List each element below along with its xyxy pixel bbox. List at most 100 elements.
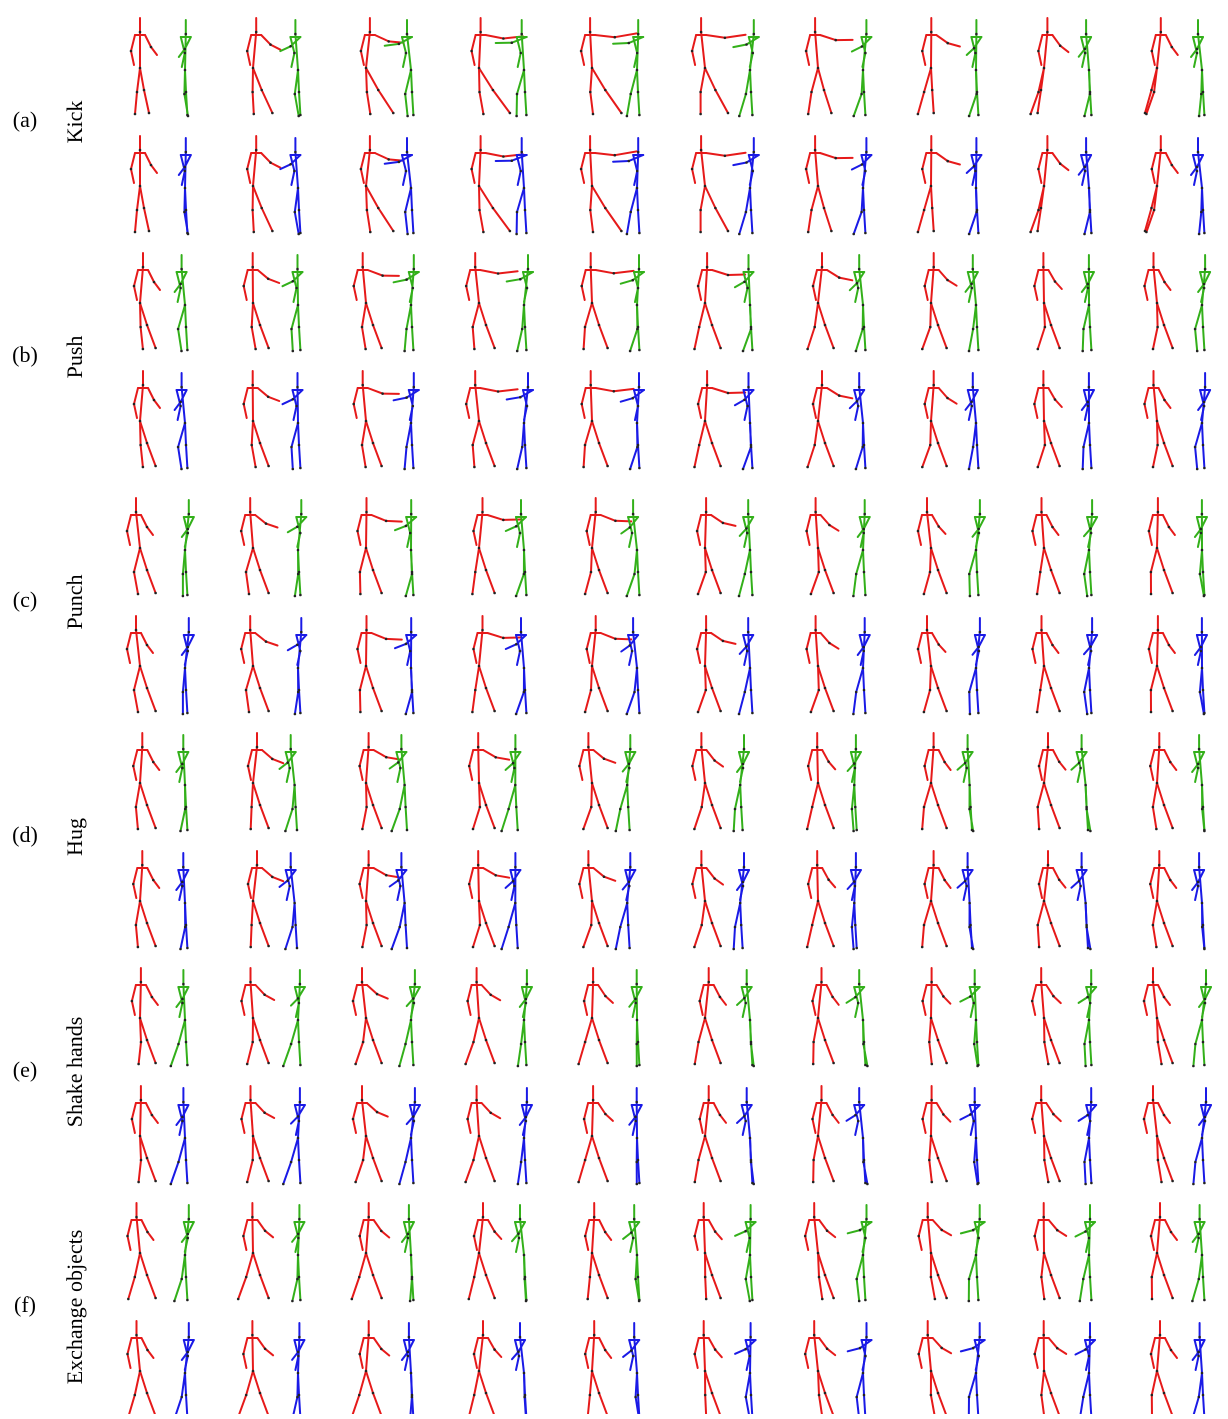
- bone: [1035, 1354, 1038, 1368]
- bone: [373, 923, 382, 946]
- bone: [373, 805, 382, 828]
- joint: [410, 631, 413, 634]
- bone: [366, 1018, 373, 1040]
- bone: [1153, 807, 1157, 829]
- frame: [921, 253, 980, 352]
- bone: [943, 996, 950, 1003]
- joint: [256, 746, 259, 749]
- joint: [745, 1396, 748, 1399]
- joint: [186, 114, 189, 117]
- panel: (d)Hug: [12, 733, 1206, 950]
- joint: [585, 530, 588, 533]
- joint: [380, 1180, 383, 1183]
- joint: [186, 1064, 189, 1067]
- bone: [813, 1001, 816, 1015]
- bone: [737, 998, 744, 1005]
- bone: [638, 92, 639, 115]
- joint: [1090, 1182, 1093, 1185]
- bone: [250, 630, 253, 666]
- bone: [931, 1253, 938, 1275]
- joint: [1059, 162, 1062, 165]
- joint: [1083, 573, 1086, 576]
- joint: [474, 689, 477, 692]
- joint: [748, 1355, 751, 1358]
- joint: [811, 924, 814, 927]
- bone: [750, 1255, 751, 1277]
- bone: [242, 1103, 246, 1119]
- joint: [966, 866, 969, 869]
- joint: [976, 1159, 979, 1162]
- bone: [486, 1040, 495, 1063]
- joint: [734, 926, 737, 929]
- bone: [247, 1160, 253, 1182]
- joint: [814, 149, 817, 152]
- bone: [1044, 865, 1048, 901]
- bone: [488, 515, 504, 520]
- bone: [131, 51, 134, 65]
- frame: [806, 253, 866, 352]
- frame: [360, 18, 415, 117]
- joint: [507, 926, 510, 929]
- bone: [179, 886, 182, 900]
- bone: [751, 1160, 752, 1183]
- joint: [133, 689, 136, 692]
- bone: [517, 651, 520, 665]
- bone: [815, 150, 818, 186]
- joint: [863, 1041, 866, 1044]
- frame: [580, 18, 643, 117]
- joint: [704, 420, 707, 423]
- joint: [184, 187, 187, 190]
- bone: [971, 1121, 974, 1135]
- frame: [921, 851, 975, 950]
- bone: [931, 783, 938, 805]
- bone: [486, 443, 495, 466]
- bone: [1057, 1230, 1066, 1236]
- joint: [1163, 1392, 1166, 1395]
- bone: [363, 1018, 366, 1042]
- bone: [140, 666, 147, 688]
- bone: [818, 1136, 825, 1158]
- bone: [588, 1395, 590, 1414]
- bone: [1165, 1338, 1171, 1350]
- joint: [517, 1232, 520, 1235]
- bone: [252, 303, 253, 327]
- bone: [366, 548, 373, 570]
- joint: [864, 594, 867, 597]
- joint: [629, 93, 632, 96]
- joint: [921, 1000, 924, 1003]
- bone: [137, 68, 140, 92]
- bone: [252, 445, 256, 467]
- joint: [267, 1297, 270, 1300]
- bone: [466, 1042, 474, 1064]
- joint: [249, 981, 252, 984]
- joint: [1058, 1297, 1061, 1300]
- bone: [360, 884, 363, 898]
- joint: [297, 1351, 300, 1354]
- joint: [1203, 114, 1206, 117]
- bone: [411, 1138, 412, 1160]
- bone: [399, 1044, 405, 1066]
- joint: [638, 114, 641, 117]
- bone: [353, 1001, 356, 1015]
- bone: [253, 747, 257, 783]
- bone: [599, 1275, 608, 1298]
- bone: [147, 1275, 156, 1298]
- joint: [926, 1334, 929, 1337]
- bone: [403, 53, 406, 67]
- bone: [919, 1338, 923, 1354]
- joint: [525, 1182, 528, 1185]
- joint: [414, 1101, 417, 1104]
- joint: [1081, 468, 1084, 471]
- bone: [292, 423, 299, 447]
- joint: [1090, 1064, 1093, 1067]
- bone: [599, 1220, 605, 1232]
- joint: [1037, 466, 1040, 469]
- joint: [354, 1063, 357, 1066]
- bone: [1047, 633, 1053, 645]
- bone: [811, 690, 819, 712]
- joint: [589, 384, 592, 387]
- bone: [1203, 1277, 1204, 1300]
- joint: [472, 946, 475, 949]
- joint: [862, 187, 865, 190]
- joint: [251, 384, 254, 387]
